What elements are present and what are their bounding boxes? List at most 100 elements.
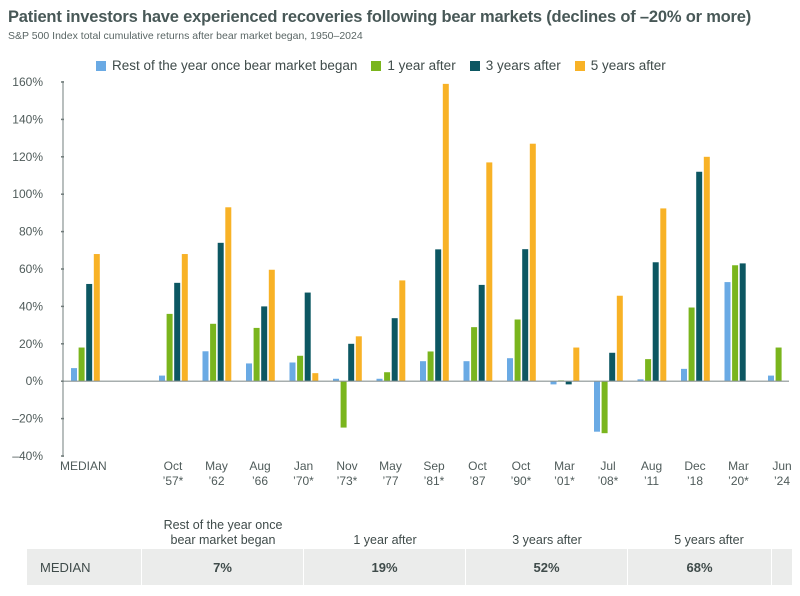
bar	[660, 208, 667, 382]
y-tick-label: –20%	[12, 412, 43, 426]
x-category-label: May	[205, 459, 228, 473]
legend-swatch-rest-of-year	[96, 60, 106, 71]
x-category-year-label: ’24	[774, 474, 790, 488]
bar	[217, 242, 224, 382]
bars	[71, 83, 782, 434]
bar	[739, 263, 746, 382]
legend-item-3-years: 3 years after	[469, 58, 561, 73]
bar	[174, 282, 181, 382]
x-category-year-label: ’81*	[424, 474, 445, 488]
x-category-year-label: ’08*	[598, 474, 619, 488]
bar	[529, 143, 536, 382]
bar	[333, 378, 339, 382]
x-category-label: Nov	[336, 459, 357, 473]
bar	[399, 280, 406, 382]
summary-value-5-years: 68%	[628, 549, 772, 585]
bar	[681, 368, 687, 382]
x-category-year-label: ’77	[382, 474, 398, 488]
bar	[210, 323, 217, 382]
bar	[696, 171, 703, 382]
summary-header-line: bear market began	[170, 533, 276, 547]
bar	[478, 284, 485, 382]
x-category-label: Oct	[468, 459, 487, 473]
legend: Rest of the year once bear market began …	[96, 58, 680, 73]
bar	[463, 361, 470, 382]
bar	[573, 347, 580, 382]
bar	[775, 347, 782, 382]
x-category-label: Jun	[772, 459, 791, 473]
y-tick-label: 20%	[19, 337, 43, 351]
x-category-year-label: ’66	[252, 474, 268, 488]
bar	[768, 375, 774, 382]
legend-item-rest-of-year: Rest of the year once bear market began	[96, 58, 357, 73]
summary-header-line: 5 years after	[674, 533, 744, 547]
bar	[166, 313, 173, 382]
summary-header-5-years: 5 years after	[628, 533, 790, 548]
bar	[724, 282, 731, 382]
bar	[609, 352, 616, 382]
bar	[435, 249, 442, 382]
bar	[522, 249, 529, 382]
x-category-label: Jul	[600, 459, 615, 473]
summary-header-rest-of-year: Rest of the year once bear market began	[142, 518, 304, 548]
summary-header-line: 3 years after	[512, 533, 582, 547]
bar	[348, 343, 355, 382]
chart-title: Patient investors have experienced recov…	[8, 8, 752, 26]
bar	[594, 381, 600, 432]
x-category-year-label: ’11	[644, 474, 659, 488]
bar	[78, 347, 85, 382]
bar	[297, 355, 304, 382]
summary-value-1-year: 19%	[304, 549, 466, 585]
bar	[688, 307, 695, 382]
bar	[645, 359, 652, 382]
x-category-year-label: ’62	[208, 474, 224, 488]
bar	[181, 254, 188, 382]
summary-header-line: 1 year after	[353, 533, 417, 547]
x-category-label: Aug	[249, 459, 270, 473]
summary-value-3-years: 52%	[466, 549, 628, 585]
bar	[71, 368, 77, 382]
x-category-label: MEDIAN	[60, 459, 107, 473]
bar	[442, 83, 449, 382]
legend-label: 5 years after	[590, 58, 666, 73]
summary-table-headers: Rest of the year once bear market began …	[0, 514, 800, 548]
x-category-year-label: ’18	[687, 474, 703, 488]
summary-header-3-years: 3 years after	[466, 533, 628, 548]
bar	[507, 358, 513, 382]
x-category-year-label: ’73*	[337, 474, 358, 488]
summary-value-rest-of-year: 7%	[142, 549, 304, 585]
legend-item-1-year: 1 year after	[371, 58, 456, 73]
bar	[312, 373, 319, 382]
x-category-label: Oct	[164, 459, 183, 473]
bar	[514, 319, 521, 382]
x-category-label: Mar	[554, 459, 575, 473]
bar	[340, 381, 347, 428]
x-category-label: Jan	[294, 459, 313, 473]
bar	[420, 361, 426, 382]
bar	[550, 381, 557, 385]
bar	[86, 283, 93, 382]
y-tick-label: 80%	[19, 225, 43, 239]
bar	[268, 269, 275, 382]
bar	[652, 262, 659, 382]
x-category-year-label: ’20*	[728, 474, 749, 488]
bar	[202, 351, 209, 382]
legend-swatch-1-year	[371, 60, 382, 71]
legend-swatch-3-years	[469, 60, 480, 71]
y-tick-label: 40%	[19, 299, 43, 313]
bar	[565, 381, 572, 385]
legend-item-5-years: 5 years after	[574, 58, 666, 73]
x-axis-labels: MEDIAN Oct’57*May’62Aug’66Jan’70*Nov’73*M…	[60, 459, 792, 488]
x-category-label: May	[379, 459, 402, 473]
bar	[253, 327, 260, 382]
bar	[486, 162, 493, 382]
bar	[471, 327, 478, 382]
bar	[355, 336, 362, 382]
bar	[246, 363, 252, 382]
x-category-label: Mar	[728, 459, 749, 473]
x-category-year-label: ’70*	[293, 474, 314, 488]
bar	[93, 254, 100, 382]
bar	[637, 379, 644, 382]
bar	[601, 381, 608, 434]
bar	[261, 306, 268, 382]
